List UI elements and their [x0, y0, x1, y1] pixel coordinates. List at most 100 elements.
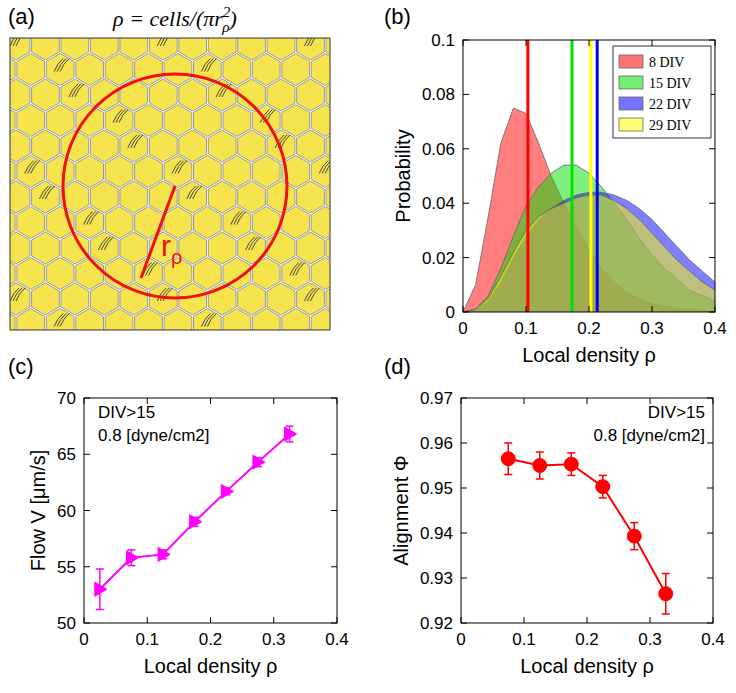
area-outline — [463, 165, 715, 312]
hexagon — [91, 181, 119, 213]
hexagon — [297, 283, 325, 315]
hexagon — [105, 207, 133, 239]
hexagon — [179, 79, 207, 111]
cilium — [31, 161, 40, 174]
y-tick-label: 0.04 — [422, 194, 455, 213]
cilium — [163, 38, 172, 46]
plot-frame — [84, 398, 337, 623]
cilium — [193, 186, 202, 199]
cilium — [84, 212, 93, 225]
hexagon — [17, 309, 45, 331]
cilium — [175, 161, 184, 174]
area-fill — [463, 165, 715, 312]
hexagon — [46, 105, 74, 137]
hexagon — [194, 156, 222, 188]
x-tick — [210, 617, 211, 623]
hexagon — [194, 105, 222, 137]
cilium — [190, 186, 199, 199]
axes: 00.10.20.30.400.020.040.060.080.1Local d… — [392, 31, 727, 366]
y-tick-label: 0.97 — [420, 389, 453, 408]
cilium — [39, 186, 48, 199]
hexagon — [208, 232, 236, 264]
cilium — [207, 314, 216, 327]
x-tick — [587, 398, 588, 404]
hexagon — [149, 181, 177, 213]
cilium — [201, 59, 210, 72]
y-tick-label: 0.93 — [420, 569, 453, 588]
error-cap — [630, 549, 638, 551]
cilium — [116, 110, 125, 123]
cilium — [157, 288, 166, 301]
y-axis-title: Probability — [392, 129, 414, 222]
hexagon — [46, 54, 74, 86]
hexagon — [61, 283, 89, 315]
y-tick — [709, 203, 715, 204]
error-cap — [536, 451, 544, 453]
cilium — [54, 314, 63, 327]
x-axis-title: Local density ρ — [144, 655, 278, 677]
hexagon — [238, 283, 266, 315]
marker — [533, 459, 547, 473]
cilium — [69, 84, 78, 97]
hexagon — [32, 130, 60, 162]
y-tick — [463, 257, 469, 258]
error-cap — [662, 613, 670, 615]
hexagon — [252, 156, 280, 188]
panel-label: (a) — [8, 4, 35, 29]
plot-frame — [463, 40, 715, 312]
area-fill — [463, 108, 715, 312]
hexagon — [297, 232, 325, 264]
hexagon — [10, 309, 15, 331]
hexagon — [46, 309, 74, 331]
formula-part: ) — [228, 6, 237, 31]
y-tick-label: 0.96 — [420, 434, 453, 453]
marker — [596, 480, 610, 494]
cilium — [104, 237, 113, 250]
error-cap — [96, 568, 104, 570]
cilium — [128, 135, 137, 148]
hexagon — [164, 54, 192, 86]
hexagon — [194, 207, 222, 239]
cilium — [325, 161, 330, 174]
hexagon — [76, 258, 104, 290]
x-tick — [273, 398, 274, 404]
plot-background — [84, 398, 337, 623]
y-tick-label: 0 — [446, 303, 455, 322]
radius-label: rρ — [161, 229, 182, 268]
hexagon — [208, 181, 236, 213]
marker — [564, 457, 578, 471]
cilium — [290, 263, 299, 276]
hexagon — [194, 309, 222, 331]
figure: (a)ρ = cells/(πr2ρ)rρ(b)00.10.20.30.400.… — [0, 0, 736, 693]
x-tick — [589, 40, 590, 46]
hexagon — [120, 283, 148, 315]
x-tick-label: 0.3 — [638, 630, 662, 649]
cilium — [187, 186, 196, 199]
hexagon — [76, 309, 104, 331]
x-tick — [210, 398, 211, 404]
y-axis-title: Alignment Φ — [390, 455, 412, 565]
y-tick-label: 70 — [57, 389, 76, 408]
hexagon — [223, 54, 251, 86]
plot-background — [461, 398, 713, 623]
cilium — [75, 84, 84, 97]
x-tick-label: 0.3 — [262, 630, 286, 649]
panel-label: (c) — [8, 354, 34, 379]
cilium — [252, 237, 261, 250]
error-cap — [96, 609, 104, 611]
cilium — [204, 59, 213, 72]
legend: 8 DIV15 DIV22 DIV29 DIV — [613, 46, 711, 138]
mean-line — [589, 40, 592, 312]
y-tick — [84, 510, 90, 511]
hexagon — [267, 181, 295, 213]
hexagon — [76, 54, 104, 86]
cilium — [60, 59, 69, 72]
hexagon — [17, 54, 45, 86]
hexagon — [223, 156, 251, 188]
error-cap — [504, 442, 512, 444]
hexagon — [297, 181, 325, 213]
cilium — [296, 263, 305, 276]
y-tick-label: 0.92 — [420, 614, 453, 633]
y-tick — [707, 578, 713, 579]
marker — [285, 427, 297, 441]
